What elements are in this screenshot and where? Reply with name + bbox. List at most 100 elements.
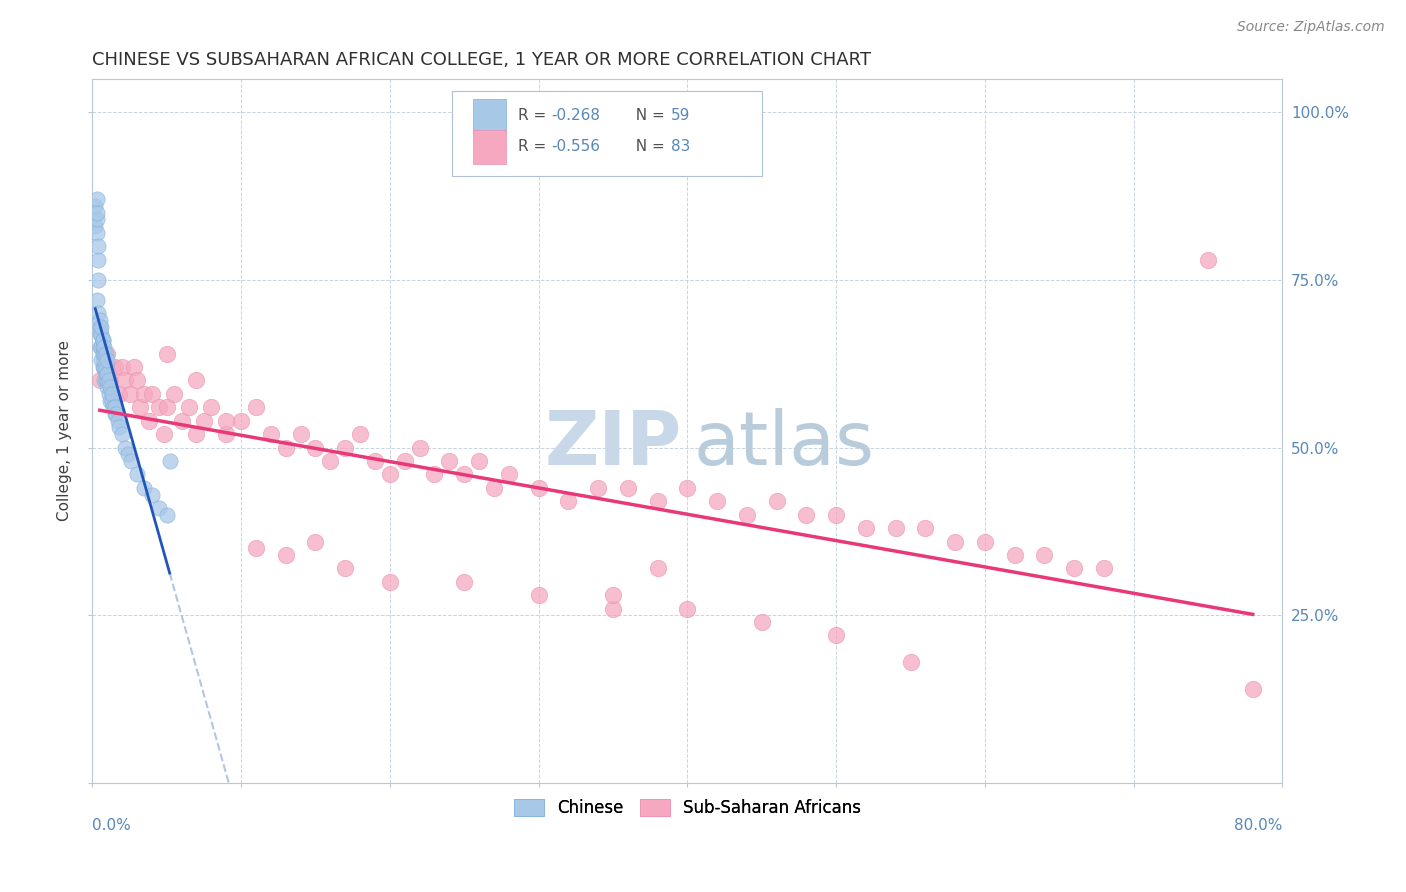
Point (349, 427, 371, 442)
Text: N =: N = (626, 109, 669, 123)
FancyBboxPatch shape (451, 91, 762, 176)
Point (900, 655, 922, 669)
Point (87, 306, 110, 320)
Point (90, 326, 112, 341)
Point (943, 534, 966, 549)
Point (104, 401, 127, 415)
Point (100, 387, 122, 401)
Point (87, 252, 110, 267)
Point (245, 401, 267, 415)
Point (91, 340, 114, 354)
Point (105, 407, 128, 421)
Point (394, 454, 416, 468)
Point (96, 367, 118, 381)
Point (557, 494, 579, 508)
Point (134, 387, 156, 401)
Point (319, 454, 342, 468)
Text: 59: 59 (671, 109, 690, 123)
Point (89, 340, 111, 354)
Point (138, 414, 160, 428)
Point (163, 387, 186, 401)
Point (453, 467, 475, 482)
Point (735, 508, 758, 522)
Point (98, 374, 121, 388)
Point (96, 374, 118, 388)
Point (825, 628, 848, 642)
Point (89, 313, 111, 327)
Text: Source: ZipAtlas.com: Source: ZipAtlas.com (1237, 20, 1385, 34)
Point (93, 340, 115, 354)
Point (97, 374, 120, 388)
Point (93, 374, 115, 388)
Point (482, 481, 505, 495)
Point (122, 360, 145, 375)
Point (186, 374, 208, 388)
Text: 0.0%: 0.0% (93, 818, 131, 833)
Point (86, 226, 108, 240)
Point (93, 360, 115, 375)
Point (114, 441, 136, 455)
Point (87, 273, 110, 287)
Text: -0.556: -0.556 (551, 139, 600, 154)
Point (796, 508, 818, 522)
Point (111, 360, 134, 375)
Point (1197, 252, 1219, 267)
Point (290, 427, 312, 442)
Point (468, 454, 491, 468)
Point (378, 467, 401, 482)
Point (439, 454, 461, 468)
Text: CHINESE VS SUBSAHARAN AFRICAN COLLEGE, 1 YEAR OR MORE CORRELATION CHART: CHINESE VS SUBSAHARAN AFRICAN COLLEGE, 1… (93, 51, 872, 69)
Point (90, 353, 112, 368)
Point (84, 219, 107, 234)
Point (101, 401, 124, 415)
Point (193, 414, 215, 428)
Point (141, 487, 163, 501)
Point (1004, 548, 1026, 562)
Point (527, 481, 550, 495)
Point (125, 467, 148, 482)
Point (111, 427, 134, 442)
Point (89, 326, 111, 341)
Text: 83: 83 (671, 139, 690, 154)
Y-axis label: College, 1 year or more: College, 1 year or more (58, 341, 72, 521)
Point (91, 346, 114, 360)
Point (1092, 561, 1115, 575)
Point (229, 414, 252, 428)
Point (260, 427, 283, 442)
FancyBboxPatch shape (474, 99, 506, 133)
Point (186, 427, 208, 442)
Point (751, 615, 773, 629)
Point (170, 414, 193, 428)
Text: R =: R = (519, 109, 551, 123)
Point (855, 521, 877, 535)
Point (617, 481, 640, 495)
Point (364, 454, 387, 468)
Point (94, 360, 117, 375)
Point (200, 401, 222, 415)
Text: 80.0%: 80.0% (1234, 818, 1282, 833)
Point (156, 508, 179, 522)
Point (108, 387, 131, 401)
FancyBboxPatch shape (474, 130, 506, 164)
Point (274, 548, 297, 562)
Point (647, 494, 669, 508)
Point (765, 494, 787, 508)
Point (86, 212, 108, 227)
Point (104, 360, 127, 375)
Point (423, 467, 446, 482)
Point (125, 374, 148, 388)
Point (335, 561, 357, 575)
Point (527, 588, 550, 602)
Point (335, 441, 357, 455)
Point (104, 407, 127, 421)
Point (148, 500, 170, 515)
Point (108, 420, 131, 434)
Text: N =: N = (626, 139, 669, 154)
Point (129, 401, 152, 415)
Point (97, 387, 120, 401)
Point (107, 414, 129, 428)
Point (825, 508, 848, 522)
Point (408, 441, 430, 455)
Point (91, 360, 114, 375)
Point (706, 494, 728, 508)
